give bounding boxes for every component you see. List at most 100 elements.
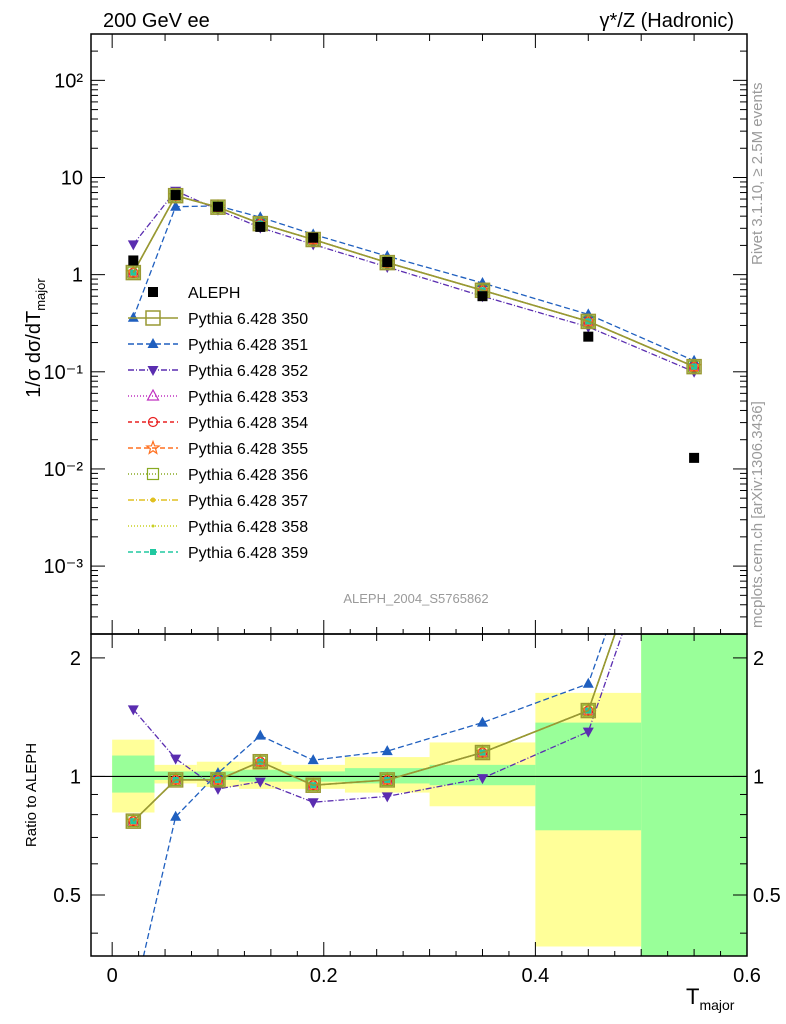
ratio-point-356-6 — [476, 746, 489, 759]
ratio-point-352-7 — [582, 727, 594, 738]
main-point-356-2 — [211, 201, 225, 214]
aleph-data-point-6 — [477, 291, 488, 302]
ratio-point-356-0 — [127, 815, 140, 828]
main-point-356-7 — [582, 315, 595, 328]
ratio-point-350-8 — [687, 399, 701, 413]
legend-label-6: Pythia 6.428 356 — [188, 467, 308, 484]
legend-marker-2 — [147, 366, 159, 376]
ratio-point-351-0 — [128, 994, 139, 1004]
ratio-point-350-2 — [210, 772, 226, 788]
legend-label-3: Pythia 6.428 353 — [188, 389, 308, 406]
ratio-point-352-3 — [254, 777, 266, 788]
ratio-point-350-1 — [167, 772, 184, 788]
ratio-point-351-6 — [476, 716, 488, 727]
ratio-series-group — [125, 399, 701, 1004]
main-y-ticklabel-5: 10² — [54, 70, 83, 92]
main-y-ticklabel-1: 10⁻² — [44, 459, 84, 481]
ratio-green-band-0 — [112, 755, 155, 793]
ratio-point-350-6 — [474, 744, 491, 761]
main-y-ticklabel-3: 1 — [72, 265, 83, 287]
ratio-point-351-5 — [381, 745, 393, 756]
aleph-data-point-1 — [170, 190, 181, 201]
ratio-green-band-8 — [641, 634, 747, 956]
legend-marker-3 — [146, 388, 160, 401]
ratio-x-ticklabel-2: 0.4 — [521, 965, 549, 987]
main-point-352-0 — [127, 240, 139, 251]
ratio-point-353-8 — [689, 400, 700, 410]
ratio-point-351-3 — [254, 729, 266, 740]
legend-marker-5 — [145, 439, 161, 455]
ratio-y-ticklabel-1: 1 — [70, 766, 81, 788]
legend-label-0: Pythia 6.428 350 — [188, 311, 308, 328]
ratio-point-352-5 — [381, 792, 393, 803]
x-axis-label: Tmajor — [686, 984, 735, 1013]
ratio-y-ticklabel-right-0: 0.5 — [753, 885, 781, 907]
rivet-version-label: Rivet 3.1.10, ≥ 2.5M events — [749, 83, 766, 266]
main-point-350-7 — [580, 313, 597, 330]
ratio-x-ticklabel-3: 0.6 — [733, 965, 761, 987]
aleph-data-point-5 — [382, 256, 393, 267]
header-right: γ*/Z (Hadronic) — [600, 10, 734, 32]
ratio-y-axis-label: Ratio to ALEPH — [23, 743, 40, 847]
legend-label-2: Pythia 6.428 352 — [188, 363, 308, 380]
main-y-ticklabel-0: 10⁻³ — [44, 556, 84, 578]
legend-marker-4 — [147, 416, 159, 428]
legend-marker-0 — [145, 310, 161, 326]
aleph-data-point-8 — [689, 452, 700, 463]
main-y-ticklabel-4: 10 — [61, 168, 83, 190]
ratio-y-ticklabel-right-1: 1 — [753, 766, 764, 788]
ratio-point-356-7 — [582, 704, 595, 717]
ratio-point-352-1 — [170, 754, 182, 765]
legend-marker-9 — [150, 549, 156, 555]
legend-marker-7 — [150, 497, 156, 503]
main-point-351-0 — [127, 311, 139, 322]
main-point-350-8 — [686, 358, 702, 375]
legend-label-4: Pythia 6.428 354 — [188, 415, 308, 432]
analysis-watermark: ALEPH_2004_S5765862 — [343, 591, 488, 606]
ratio-y-ticklabel-2: 2 — [70, 648, 81, 670]
main-y-axis-label: 1/σ dσ/dTmajor — [23, 278, 48, 398]
ratio-point-350-3 — [252, 753, 269, 770]
ratio-point-352-0 — [127, 705, 139, 716]
legend-marker-8 — [151, 524, 155, 528]
ratio-green-band-3 — [239, 769, 282, 782]
legend-marker-aleph — [148, 287, 158, 297]
ratio-x-ticklabel-0: 0 — [107, 965, 118, 987]
ratio-uncertainty-bands — [91, 634, 747, 956]
ratio-point-351-1 — [170, 810, 182, 821]
ratio-line-pythia-6.428-352 — [132, 634, 623, 803]
main-point-359-8 — [691, 363, 698, 370]
ratio-point-351-4 — [307, 754, 319, 765]
legend-label-8: Pythia 6.428 358 — [188, 519, 308, 536]
ratio-point-352-8 — [689, 423, 700, 433]
aleph-data-point-7 — [583, 331, 594, 342]
main-point-350-4 — [305, 231, 321, 248]
ratio-point-355-8 — [688, 400, 700, 412]
ratio-point-356-3 — [254, 755, 267, 768]
ratio-x-ticklabel-1: 0.2 — [310, 965, 338, 987]
main-point-350-1 — [167, 187, 184, 204]
ratio-point-350-5 — [379, 772, 396, 788]
ratio-point-356-8 — [689, 401, 700, 412]
main-y-ticklabel-2: 10⁻¹ — [44, 362, 84, 384]
ratio-y-ticklabel-0: 0.5 — [53, 885, 81, 907]
main-point-350-0 — [125, 264, 142, 281]
aleph-data-point-4 — [308, 232, 319, 243]
legend-marker-6 — [146, 467, 160, 481]
ratio-point-354-8 — [690, 402, 699, 411]
ratio-point-350-0 — [125, 813, 142, 829]
ratio-line-pythia-6.428-350 — [132, 634, 616, 822]
legend-label-7: Pythia 6.428 357 — [188, 493, 308, 510]
mcplots-source-label: mcplots.cern.ch [arXiv:1306.3436] — [749, 401, 766, 628]
main-line-pythia-6.428-352 — [132, 189, 695, 373]
legend: ALEPH Pythia 6.428 350 Pythia 6.428 351 Pyt… — [128, 285, 308, 562]
ratio-point-350-4 — [305, 777, 321, 793]
ratio-point-357-8 — [692, 404, 697, 409]
main-point-351-1 — [170, 200, 182, 211]
aleph-data-point-2 — [212, 201, 223, 212]
ratio-point-359-8 — [691, 403, 697, 409]
ratio-point-352-6 — [476, 774, 488, 785]
ratio-point-350-7 — [580, 702, 597, 719]
main-point-356-0 — [127, 266, 140, 279]
